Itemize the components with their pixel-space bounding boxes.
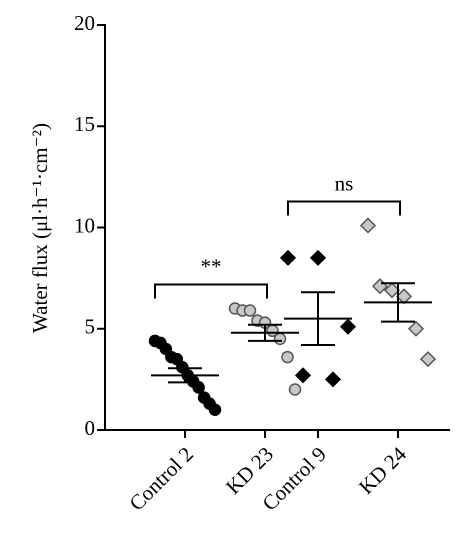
point [279,249,297,266]
error-bar [248,323,282,342]
point [324,371,342,388]
point [294,367,312,384]
point [359,217,377,234]
point [192,381,205,394]
error-bar [301,291,335,346]
error-bar [381,282,415,323]
y-tick-label: 0 [85,416,96,440]
point [243,304,257,317]
significance-label: ns [335,171,354,195]
significance-bracket [154,283,268,299]
significance-bracket [287,200,401,216]
y-tick-label: 5 [85,315,96,339]
y-tick-label: 20 [74,11,95,35]
error-bar [168,367,202,384]
significance-label: ** [201,254,222,278]
x-tick-label: KD 24 [354,442,411,499]
point [407,320,425,337]
point [339,318,357,335]
point [281,350,294,364]
point [208,403,222,416]
point [419,351,437,368]
point [309,249,327,266]
point [288,383,302,396]
point [395,288,413,305]
x-tick-label: Control 2 [124,442,197,515]
y-tick-label: 10 [74,213,95,237]
point [273,332,287,346]
point [383,282,401,299]
y-tick-label: 15 [74,112,95,136]
y-axis-label: Water flux (μl·h⁻¹·cm⁻²) [28,123,52,333]
